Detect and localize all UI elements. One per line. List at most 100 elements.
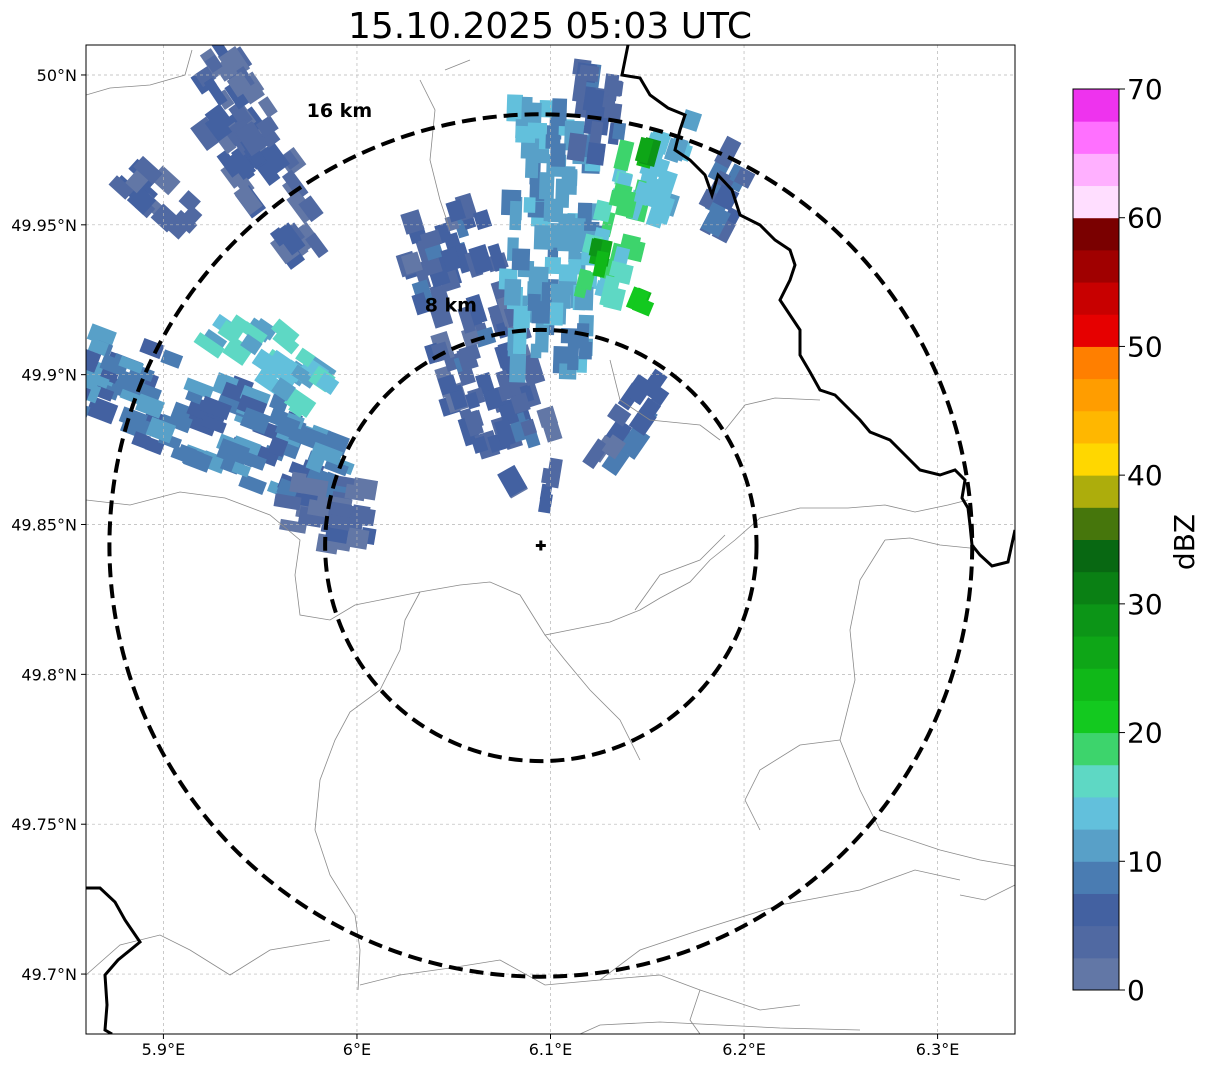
x-tick-label: 6°E [343,1040,371,1059]
commune-border [86,491,969,636]
echo-cell [222,335,254,366]
echo-cell [241,81,265,105]
echo-cell [463,410,484,437]
colorbar-tick-label: 70 [1127,73,1163,106]
echo-cell [271,377,296,402]
echo-cell [631,296,655,317]
echo-cell [135,393,166,419]
colorbar-swatch [1073,764,1119,798]
echo-cell [613,139,635,172]
echo-cell [231,461,251,478]
colorbar-swatch [1073,829,1119,862]
echo-cell [511,248,531,271]
echo-cell [609,102,623,123]
echo-cell [582,88,605,113]
range-ring-label: 16 km [307,100,373,122]
echo-cell [228,101,253,128]
echo-cell [251,348,286,380]
echo-cell [185,389,204,405]
echo-cell [53,400,75,421]
map-area[interactable]: 8 km 16 km [53,31,1015,1034]
echo-cell [87,337,110,357]
echo-cell [203,77,228,107]
colorbar-swatch [1073,925,1119,959]
echo-cell [613,246,631,265]
echo-cell [310,441,343,466]
echo-cell [290,364,310,383]
echo-cell [296,476,329,498]
echo-cell [599,275,621,308]
range-ring [107,112,975,979]
echo-cell [566,132,588,162]
echo-cell [423,257,443,276]
echo-cell [351,506,376,527]
echo-cell [160,349,184,369]
echo-cell [509,200,522,231]
echo-cell [190,116,223,152]
colorbar-swatch [1073,668,1119,701]
echo-cell [654,158,671,179]
colorbar-swatch [1073,507,1119,540]
echo-cell [295,347,316,368]
echo-cell [323,458,349,477]
echo-cell [714,135,742,169]
echo-cell [612,121,627,141]
echo-cell [351,477,379,501]
colorbar-swatch [1073,475,1119,508]
map-title: 15.10.2025 05:03 UTC [348,6,752,47]
range-rings: 8 km 16 km [107,100,975,979]
echo-cell [482,387,504,411]
colorbar-tick-label: 50 [1127,330,1163,363]
echo-cell [733,166,756,189]
colorbar: 0 10 20 30 40 50 60 70 dBZ [1072,73,1201,1007]
commune-border [959,884,1015,901]
y-tick-label: 49.9°N [21,366,77,385]
colorbar-swatch [1073,571,1119,605]
echo-cell [515,125,536,144]
echo-cell [240,321,268,345]
echo-cell [471,435,489,454]
echo-cell [601,446,630,477]
echo-cell [204,113,233,142]
echo-cell [445,199,466,223]
colorbar-label: dBZ [1168,514,1201,570]
echo-cell [157,208,190,240]
colorbar-swatch [1073,603,1119,637]
x-tick-label: 5.9°E [142,1040,186,1059]
echo-cell [572,73,588,103]
echo-cell [200,415,227,434]
echo-cell [178,190,201,213]
echo-cell [581,270,596,291]
echo-cell [589,120,604,144]
echo-cell [529,148,550,164]
range-ring [323,327,759,764]
colorbar-swatch [1073,314,1119,347]
x-tick-label: 6.1°E [529,1040,573,1059]
echo-cell [528,266,549,283]
echo-cell [468,244,494,275]
range-ring-label: 8 km [425,295,477,317]
echo-cell [118,406,148,430]
echo-cell [204,54,223,74]
echo-cell [86,395,119,425]
echo-cell [248,317,276,341]
echo-cell [586,141,606,166]
echo-cell [133,155,163,185]
colorbar-swatch [1073,732,1119,766]
echo-cell [273,493,302,511]
echo-cell [328,501,353,518]
commune-border [359,959,701,1034]
echo-cell [555,178,570,208]
echo-cell [108,175,134,200]
colorbar-swatch [1073,539,1119,573]
echo-cell [592,199,613,223]
echo-cell [400,209,425,235]
echo-cell [238,473,267,496]
commune-border [724,397,821,431]
echo-cell [650,386,670,407]
colorbar-swatch [1073,217,1119,251]
colorbar-swatches [1073,89,1119,991]
commune-border [699,989,801,1011]
radar-site-marker [535,540,546,551]
echo-cell [256,160,281,186]
